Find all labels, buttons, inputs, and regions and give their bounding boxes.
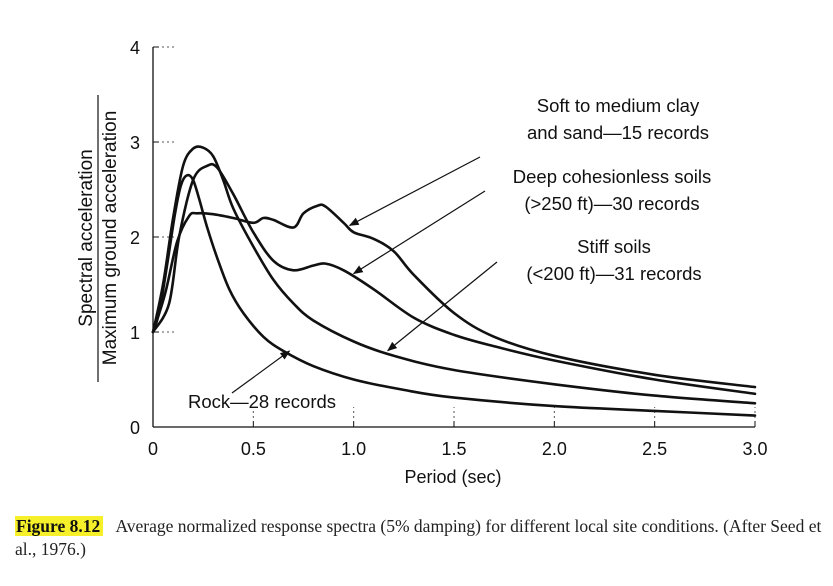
x-axis-label: Period (sec): [404, 467, 501, 487]
y-tick-label: 1: [130, 323, 140, 343]
figure-number: Figure 8.12: [15, 516, 104, 536]
annotation-line: Soft to medium clay: [537, 95, 700, 116]
annotation-0: Soft to medium clay and sand—15 records: [527, 95, 709, 143]
axes: [152, 47, 755, 428]
figure-caption: Figure 8.12 Average normalized response …: [15, 515, 827, 561]
x-tick-label: 2.5: [642, 439, 667, 459]
annotation-3: Rock—28 records: [188, 391, 336, 412]
annotation-2: Stiff soils (<200 ft)—31 records: [526, 236, 701, 284]
annotation-arrow-1: [352, 190, 486, 275]
x-tick-label: 0: [148, 439, 158, 459]
tick-labels: 0 1 2 3 4 0 0.5 1.0 1.5 2.0 2.5 3.0: [130, 38, 768, 459]
annotation-line: (>250 ft)—30 records: [524, 193, 699, 214]
tick-marks: [152, 46, 756, 428]
annotation-layer: Soft to medium clay and sand—15 records De…: [188, 95, 711, 412]
annotation-1: Deep cohesionless soils (>250 ft)—30 reco…: [513, 166, 711, 214]
annotation-arrow-3: [231, 350, 291, 394]
annotation-line: and sand—15 records: [527, 122, 709, 143]
annotation-line: (<200 ft)—31 records: [526, 263, 701, 284]
annotation-arrow-0: [348, 156, 481, 226]
series-line-1: [151, 145, 757, 405]
y-axis-label-denominator: Maximum ground acceleration: [100, 111, 121, 366]
series-line-3: [151, 203, 757, 389]
y-axis-label-numerator: Spectral acceleration: [76, 149, 97, 326]
annotation-arrow-2: [387, 261, 498, 352]
y-tick-label: 3: [130, 133, 140, 153]
x-tick-label: 0.5: [241, 439, 266, 459]
annotation-line: Rock—28 records: [188, 391, 336, 412]
x-tick-label: 2.0: [542, 439, 567, 459]
x-tick-label: 3.0: [742, 439, 767, 459]
y-tick-label: 0: [130, 418, 140, 438]
x-tick-label: 1.0: [341, 439, 366, 459]
y-tick-label: 4: [130, 38, 140, 58]
y-tick-label: 2: [130, 228, 140, 248]
series-line-0: [151, 173, 757, 417]
annotation-line: Deep cohesionless soils: [513, 166, 711, 187]
annotation-line: Stiff soils: [577, 236, 651, 257]
series-line-2: [151, 162, 757, 396]
x-tick-label: 1.5: [441, 439, 466, 459]
caption-text: Average normalized response spectra (5% …: [15, 516, 822, 559]
series-layer: [151, 145, 757, 417]
